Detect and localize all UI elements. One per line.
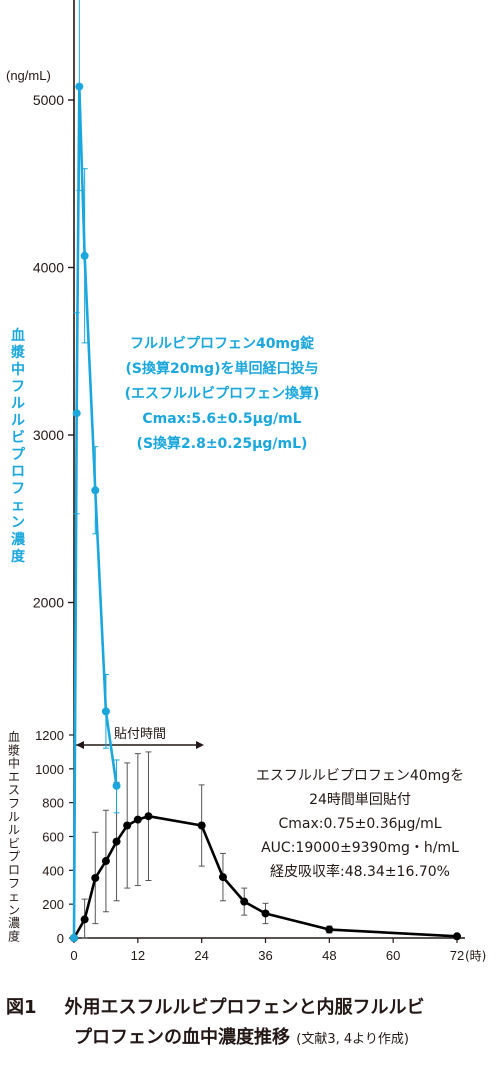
axis-label-char: ビ: [8, 836, 20, 850]
axis-label-char: プ: [8, 850, 20, 864]
data-point: [261, 909, 270, 918]
axis-label-char: プ: [11, 447, 26, 463]
data-point: [91, 486, 100, 495]
upper-y-tick-label: 3000: [33, 427, 64, 443]
data-point: [91, 873, 100, 882]
x-tick-label: 48: [322, 948, 336, 963]
axis-label-char: 漿: [10, 344, 26, 361]
series-flurbiprofen: [70, 0, 121, 942]
axis-label-char: 血: [8, 730, 20, 744]
axis-label-char: フ: [11, 379, 25, 395]
x-tick-label: 12: [131, 948, 145, 963]
caption-line-2: プロフェンの血中濃度推移 (文献3, 4より作成): [74, 1023, 409, 1049]
caption-source: (文献3, 4より作成): [296, 1032, 409, 1047]
data-point: [75, 82, 84, 91]
data-point: [325, 925, 334, 934]
data-point: [80, 251, 89, 260]
lower-annotation-line: エスフルルビプロフェン40mgを: [256, 768, 464, 784]
axis-label-char: ビ: [11, 430, 25, 446]
lower-y-tick-label: 800: [42, 796, 64, 811]
upper-annotation-line: (エスフルルビプロフェン換算): [125, 385, 320, 402]
caption-title-2: プロフェンの血中濃度推移: [74, 1027, 290, 1048]
axis-label-char: 血: [11, 327, 25, 344]
caption-title-1: 外用エスフルルビプロフェンと内服フルルビ: [64, 997, 425, 1018]
lower-y-tick-label: 600: [42, 830, 64, 845]
caption-label: 図1: [6, 997, 37, 1018]
axis-label-char: フ: [8, 797, 20, 811]
axis-label-char: エ: [8, 770, 20, 784]
axis-label-char: 濃: [8, 916, 20, 930]
lower-annotation-line: 経皮吸収率:48.34±16.70%: [270, 863, 450, 880]
x-ticks: 0 12 24 36 48 60 72 (時): [70, 938, 486, 963]
lower-y-ticks: 0 200 400 600 800 1000 1200: [35, 728, 74, 946]
x-unit-label: (時): [465, 949, 486, 963]
upper-y-ticks: 5000 4000 3000 2000: [33, 92, 74, 611]
axis-label-char: 漿: [8, 742, 20, 757]
x-tick-label: 24: [194, 948, 208, 963]
data-point: [101, 707, 110, 716]
data-point: [133, 815, 142, 824]
x-tick-label: 36: [258, 948, 272, 963]
upper-annotation-line: Cmax:5.6±0.5μg/mL: [142, 411, 301, 427]
series-line: [72, 85, 118, 939]
data-point: [70, 934, 78, 942]
caption-line-1: 図1 外用エスフルルビプロフェンと内服フルルビ: [6, 993, 425, 1019]
x-tick-label: 60: [386, 948, 400, 963]
axis-label-char: ル: [11, 396, 25, 412]
data-point: [240, 897, 249, 906]
upper-annotation-line: フルルビプロフェン40mg錠: [130, 335, 315, 352]
lower-y-tick-label: 1200: [35, 728, 64, 743]
lower-annotation-line: 24時間単回貼付: [309, 792, 411, 808]
data-point: [101, 857, 110, 866]
lower-y-axis-label: 血漿中エスフルルビプロフェン濃度: [8, 730, 20, 944]
data-point: [453, 932, 461, 941]
upper-y-axis-label: 血漿中フルルビプロフェン濃度: [10, 327, 26, 565]
axis-label-char: 度: [8, 929, 20, 944]
axis-label-char: ル: [11, 413, 25, 429]
data-point: [72, 409, 81, 418]
data-point: [144, 812, 153, 821]
lower-y-tick-label: 400: [42, 863, 64, 878]
lower-y-tick-label: 1000: [35, 762, 64, 777]
upper-annotation: フルルビプロフェン40mg錠 (S換算20mg)を単回経口投与 (エスフルルビプ…: [125, 335, 320, 452]
lower-annotation: エスフルルビプロフェン40mgを 24時間単回貼付 Cmax:0.75±0.36…: [256, 768, 464, 880]
axis-label-char: 度: [11, 548, 26, 565]
axis-label-char: ル: [8, 810, 20, 824]
data-point: [197, 821, 206, 830]
lower-annotation-line: Cmax:0.75±0.36μg/mL: [278, 816, 441, 832]
upper-annotation-line: (S換算20mg)を単回経口投与: [126, 360, 319, 377]
axis-label-char: 中: [8, 756, 20, 771]
axis-label-char: ル: [8, 823, 20, 837]
lower-annotation-line: AUC:19000±9390mg・h/mL: [261, 840, 459, 856]
axis-label-char: ロ: [8, 863, 20, 877]
x-tick-label: 72: [450, 948, 464, 963]
axis-label-char: ン: [8, 903, 20, 917]
axis-label-char: フ: [8, 876, 20, 890]
axis-label-char: ロ: [11, 464, 25, 480]
data-point: [218, 873, 227, 882]
upper-annotation-line: (S換算2.8±0.25μg/mL): [137, 435, 308, 452]
upper-unit-label: (ng/mL): [6, 68, 51, 83]
upper-y-tick-label: 2000: [33, 595, 64, 611]
upper-y-tick-label: 4000: [33, 260, 64, 276]
application-period: 貼付時間: [76, 727, 204, 749]
figure-caption: 図1 外用エスフルルビプロフェンと内服フルルビ プロフェンの血中濃度推移 (文献3…: [0, 985, 498, 1065]
x-tick-label: 0: [70, 948, 77, 963]
axis-label-char: ン: [11, 515, 25, 531]
upper-y-tick-label: 5000: [33, 92, 64, 108]
axis-label-char: フ: [11, 481, 25, 497]
axis-label-char: 中: [11, 361, 25, 378]
axis-label-char: ェ: [8, 890, 20, 904]
axis-label-char: 濃: [11, 531, 26, 548]
data-point: [112, 837, 121, 846]
data-point: [123, 821, 132, 830]
data-point: [112, 781, 121, 790]
lower-y-tick-label: 0: [57, 931, 64, 946]
axis-label-char: ス: [8, 783, 20, 797]
lower-y-tick-label: 200: [42, 897, 64, 912]
axis-label-char: ェ: [11, 498, 25, 514]
application-label: 貼付時間: [114, 727, 166, 742]
data-point: [80, 915, 89, 924]
